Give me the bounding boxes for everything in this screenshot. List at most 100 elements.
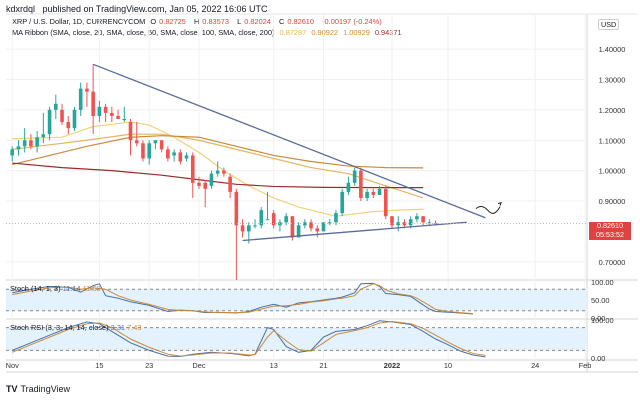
x-tick-label: 15: [95, 361, 103, 370]
candle-body: [296, 225, 301, 238]
stoch-y-tick: 50.00: [591, 296, 610, 305]
stochrsi-k-value: 3.31: [110, 323, 126, 332]
candle-body: [78, 88, 83, 110]
candle-body: [66, 122, 71, 129]
candle-body: [321, 222, 326, 232]
brand-name: TradingView: [20, 384, 71, 394]
candle-body: [427, 222, 432, 224]
candle-body: [383, 188, 388, 217]
stoch-k-value: 11.14: [62, 284, 81, 293]
candle-body: [377, 188, 382, 195]
trendline-ascending-support: [242, 221, 467, 242]
stochrsi-d-value: 7.43: [127, 323, 142, 332]
x-tick-label: 23: [145, 361, 153, 370]
ma-title: MA Ribbon (SMA, close, 20, SMA, close, 5…: [12, 28, 275, 37]
stoch-line-k: [12, 282, 473, 315]
x-tick-label: 10: [444, 361, 452, 370]
stoch-d-value: 11.69: [82, 284, 101, 293]
candle-body: [16, 146, 21, 150]
x-tick-label: 2022: [384, 361, 400, 370]
publisher-header: kdxrdql_ published on TradingView.com, J…: [6, 4, 268, 14]
arrowhead-icon: [497, 201, 502, 206]
close-value: C 0.82610: [278, 17, 315, 26]
candle-body: [122, 118, 127, 120]
candle-body: [103, 106, 108, 113]
candle-body: [110, 112, 114, 116]
stoch-line-d: [12, 283, 473, 315]
candle-body: [371, 191, 376, 195]
candle-body: [22, 140, 27, 147]
x-tick-label: 24: [531, 361, 539, 370]
candle-body: [147, 143, 151, 159]
ma-line-sma200: [12, 162, 424, 189]
y-tick-label: 1.20000: [599, 106, 626, 115]
symbol-legend: XRP / U.S. Dollar, 1D, CURRENCYCOM O 0.82…: [12, 17, 385, 26]
candle-body: [247, 225, 251, 232]
candle-body: [240, 225, 245, 232]
candle-body: [408, 219, 413, 226]
x-tick-label: 21: [319, 361, 327, 370]
stochrsi-line-d: [12, 321, 486, 357]
candle-body: [72, 109, 77, 129]
candle-body: [172, 152, 176, 156]
candle-body: [284, 216, 288, 223]
y-tick-label: 1.30000: [599, 75, 626, 84]
candle-body: [153, 140, 158, 144]
y-tick-label: 1.00000: [599, 167, 626, 176]
candle-body: [166, 149, 170, 159]
candle-body: [190, 155, 195, 183]
candle-body: [346, 182, 351, 192]
ma-ribbon-legend: MA Ribbon (SMA, close, 20, SMA, close, 5…: [12, 28, 405, 37]
candle-body: [234, 191, 239, 226]
ma200-value: 0.94371: [374, 28, 402, 37]
candle-body: [159, 140, 164, 150]
y-tick-label: 0.70000: [599, 258, 626, 267]
candle-body: [91, 91, 95, 116]
candle-body: [309, 222, 313, 229]
y-tick-label: 1.10000: [599, 136, 626, 145]
candle-body: [47, 109, 52, 135]
candle-body: [60, 109, 64, 123]
candle-body: [10, 149, 15, 156]
candle-body: [41, 134, 46, 138]
candle-body: [340, 191, 344, 214]
candle-body: [29, 140, 33, 147]
y-tick-label: 0.90000: [599, 197, 626, 206]
stoch-band: [6, 289, 587, 311]
ma100-value: 1.00929: [343, 28, 370, 37]
low-value: L 0.82024: [237, 17, 271, 26]
candle-body: [390, 216, 394, 226]
candle-body: [54, 103, 58, 110]
candle-body: [290, 216, 295, 238]
candle-body: [134, 140, 139, 144]
stoch-legend: Stoch (14, 1, 3) 11.14 11.69: [10, 284, 101, 293]
ma20-value: 0.87287: [279, 28, 307, 37]
candle-body: [97, 106, 102, 116]
candle-body: [402, 222, 407, 226]
x-tick-label: Nov: [6, 361, 19, 370]
currency-badge[interactable]: USD: [598, 19, 620, 30]
ma50-value: 0.90922: [311, 28, 339, 37]
high-value: H 0.83573: [193, 17, 229, 26]
candle-body: [222, 170, 226, 174]
stochrsi-legend: Stoch RSI (3, 3, 14, 14, close) 3.31 7.4…: [10, 323, 142, 332]
open-value: O 0.82725: [150, 17, 186, 26]
tradingview-logo-icon: TV: [6, 384, 18, 394]
stoch-y-tick: 100.00: [591, 278, 614, 287]
candle-body: [35, 137, 39, 147]
stochrsi-band: [6, 327, 587, 351]
x-tick-label: Feb: [579, 361, 592, 370]
tradingview-footer[interactable]: TV TradingView: [6, 384, 70, 394]
current-price-label: 0.82610 05:53:52: [589, 221, 631, 240]
candle-body: [184, 155, 189, 159]
candle-body: [228, 176, 232, 192]
candle-body: [303, 222, 307, 226]
candle-body: [253, 225, 257, 227]
candle-body: [415, 216, 419, 220]
candle-body: [359, 170, 363, 198]
candle-body: [215, 170, 220, 174]
breakout-arrow-icon: [475, 206, 501, 214]
candle-body: [271, 213, 276, 226]
candle-body: [259, 210, 264, 226]
